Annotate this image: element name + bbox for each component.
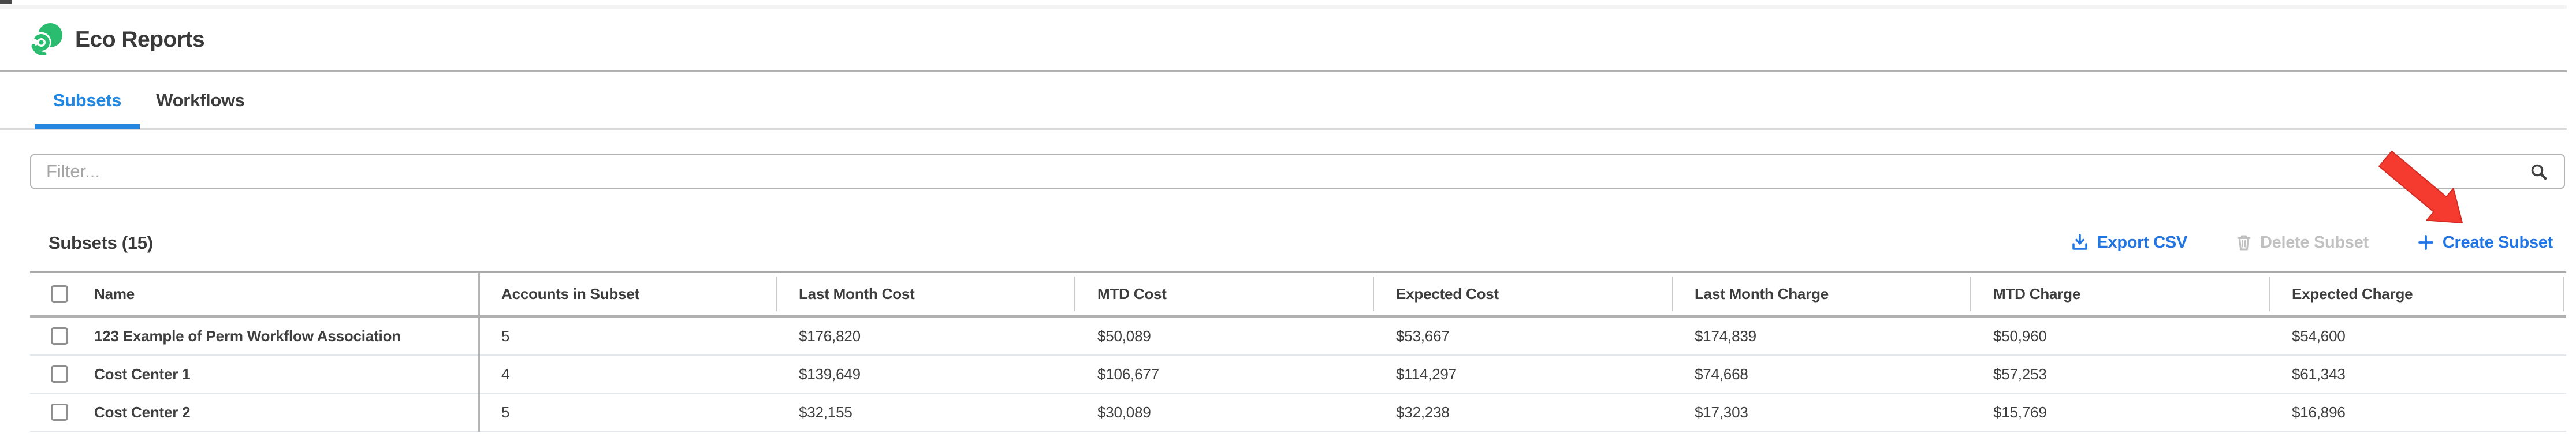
cell-mtd-cost: $106,677 [1097,365,1159,383]
plus-icon [2418,235,2433,250]
cell-mtd-charge: $15,769 [1993,404,2047,421]
column-header-mtd-charge[interactable]: MTD Charge [1993,285,2081,303]
column-header-name[interactable]: Name [94,285,135,303]
table-header-row: Name Accounts in Subset Last Month Cost … [30,273,2566,318]
table-row: Cost Center 1 4 $139,649 $106,677 $114,2… [30,356,2566,394]
export-csv-button[interactable]: Export CSV [2071,233,2187,252]
cell-mtd-charge: $50,960 [1993,327,2047,345]
header-separator [1074,277,1075,311]
cell-expected-charge: $54,600 [2292,327,2346,345]
cell-expected-cost: $53,667 [1396,327,1450,345]
tabs-baseline [0,128,2567,130]
create-subset-label: Create Subset [2442,233,2553,252]
cell-mtd-cost: $30,089 [1097,404,1151,421]
delete-subset-button[interactable]: Delete Subset [2236,233,2369,252]
top-border-band [0,5,2567,9]
create-subset-button[interactable]: Create Subset [2417,233,2553,252]
screenshot-edge-artifact [0,0,12,4]
delete-subset-label: Delete Subset [2259,233,2369,252]
toolbar: Export CSV Delete Subset Create Subset [2071,231,2553,254]
subset-name-link[interactable]: Cost Center 2 [94,404,191,421]
cell-last-month-cost: $32,155 [799,404,853,421]
cell-accounts: 5 [501,404,510,421]
cell-expected-cost: $32,238 [1396,404,1450,421]
cell-expected-charge: $61,343 [2292,365,2346,383]
tab-subsets[interactable]: Subsets [35,72,140,128]
cell-last-month-charge: $174,839 [1695,327,1756,345]
filter-box [30,154,2565,189]
cell-last-month-cost: $176,820 [799,327,861,345]
header-separator [776,277,777,311]
filter-input[interactable] [31,155,2564,188]
column-header-expected-cost[interactable]: Expected Cost [1396,285,1499,303]
subsets-table: Name Accounts in Subset Last Month Cost … [30,271,2566,432]
column-header-accounts[interactable]: Accounts in Subset [501,285,640,303]
subset-name-link[interactable]: 123 Example of Perm Workflow Association [94,327,401,345]
search-icon[interactable] [2529,163,2549,182]
column-header-last-month-cost[interactable]: Last Month Cost [799,285,915,303]
page-title: Eco Reports [75,27,205,52]
trash-icon [2237,235,2251,251]
header-separator [1672,277,1673,311]
row-checkbox[interactable] [51,327,68,345]
header-separator [1970,277,1971,311]
download-icon [2072,234,2088,250]
cell-mtd-cost: $50,089 [1097,327,1151,345]
subset-name-link[interactable]: Cost Center 1 [94,365,191,383]
annotation-arrow [2378,150,2463,223]
tab-subsets-label: Subsets [53,89,122,110]
select-all-checkbox[interactable] [51,285,68,303]
cell-last-month-cost: $139,649 [799,365,861,383]
row-checkbox[interactable] [51,404,68,421]
header-divider [0,70,2567,72]
tab-workflows[interactable]: Workflows [151,72,250,128]
cell-accounts: 5 [501,327,510,345]
header-separator [2269,277,2270,311]
active-tab-indicator [35,124,140,129]
tab-workflows-label: Workflows [156,89,245,110]
table-row: Cost Center 2 5 $32,155 $30,089 $32,238 … [30,394,2566,432]
column-header-mtd-cost[interactable]: MTD Cost [1097,285,1167,303]
header-separator [2563,277,2564,311]
cell-mtd-charge: $57,253 [1993,365,2047,383]
column-header-expected-charge[interactable]: Expected Charge [2292,285,2413,303]
table-row: 123 Example of Perm Workflow Association… [30,318,2566,356]
header-separator [1373,277,1374,311]
cell-last-month-charge: $74,668 [1695,365,1748,383]
cell-accounts: 4 [501,365,510,383]
tab-bar: Subsets Workflows [35,72,250,128]
eco-logo-icon [31,23,62,55]
column-header-last-month-charge[interactable]: Last Month Charge [1695,285,1829,303]
cell-last-month-charge: $17,303 [1695,404,1748,421]
cell-expected-cost: $114,297 [1396,365,1457,383]
cell-expected-charge: $16,896 [2292,404,2346,421]
export-csv-label: Export CSV [2097,233,2187,252]
row-checkbox[interactable] [51,365,68,383]
subsets-count-heading: Subsets (15) [49,233,153,253]
name-column-separator [478,273,480,432]
